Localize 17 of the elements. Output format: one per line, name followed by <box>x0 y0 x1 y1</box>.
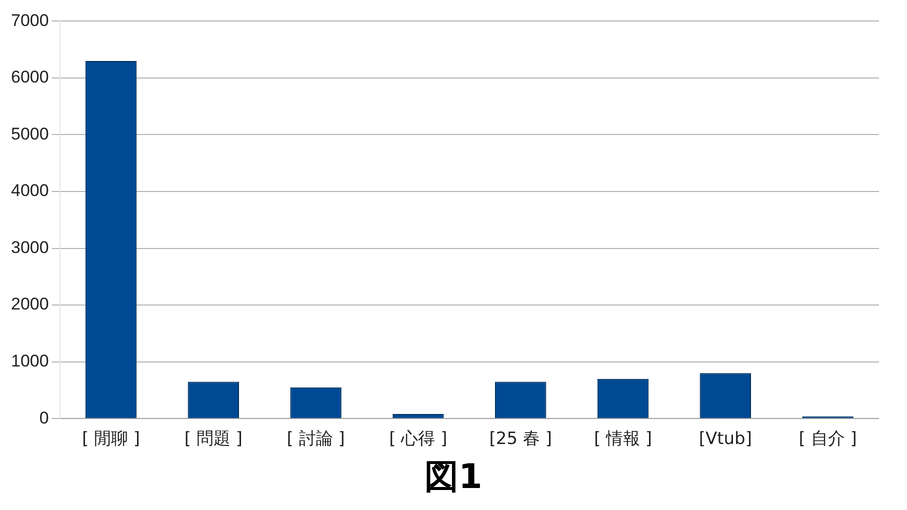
y-tick-label: 0 <box>39 408 49 428</box>
x-tick-label: [Vtub] <box>698 429 752 450</box>
x-tick-label: [ 自介 ] <box>798 429 857 450</box>
y-tick-label: 1000 <box>10 352 49 371</box>
y-tick-label: 6000 <box>10 68 49 87</box>
x-tick-label: [ 問題 ] <box>184 429 242 450</box>
y-tick-label: 7000 <box>10 10 49 30</box>
y-tick-label: 2000 <box>10 294 49 314</box>
x-tick-label: [25 春 ] <box>489 429 552 450</box>
y-tick-label: 4000 <box>10 181 49 200</box>
caption: 図1 <box>424 456 484 499</box>
y-tick-label: 5000 <box>10 124 49 144</box>
y-tick-label: 3000 <box>10 238 49 257</box>
x-tick-label: [ 討論 ] <box>286 429 345 450</box>
x-tick-label: [ 心得 ] <box>389 429 448 450</box>
x-tick-label: [ 情報 ] <box>594 429 652 450</box>
x-tick-label: [ 閒聊 ] <box>82 429 140 450</box>
